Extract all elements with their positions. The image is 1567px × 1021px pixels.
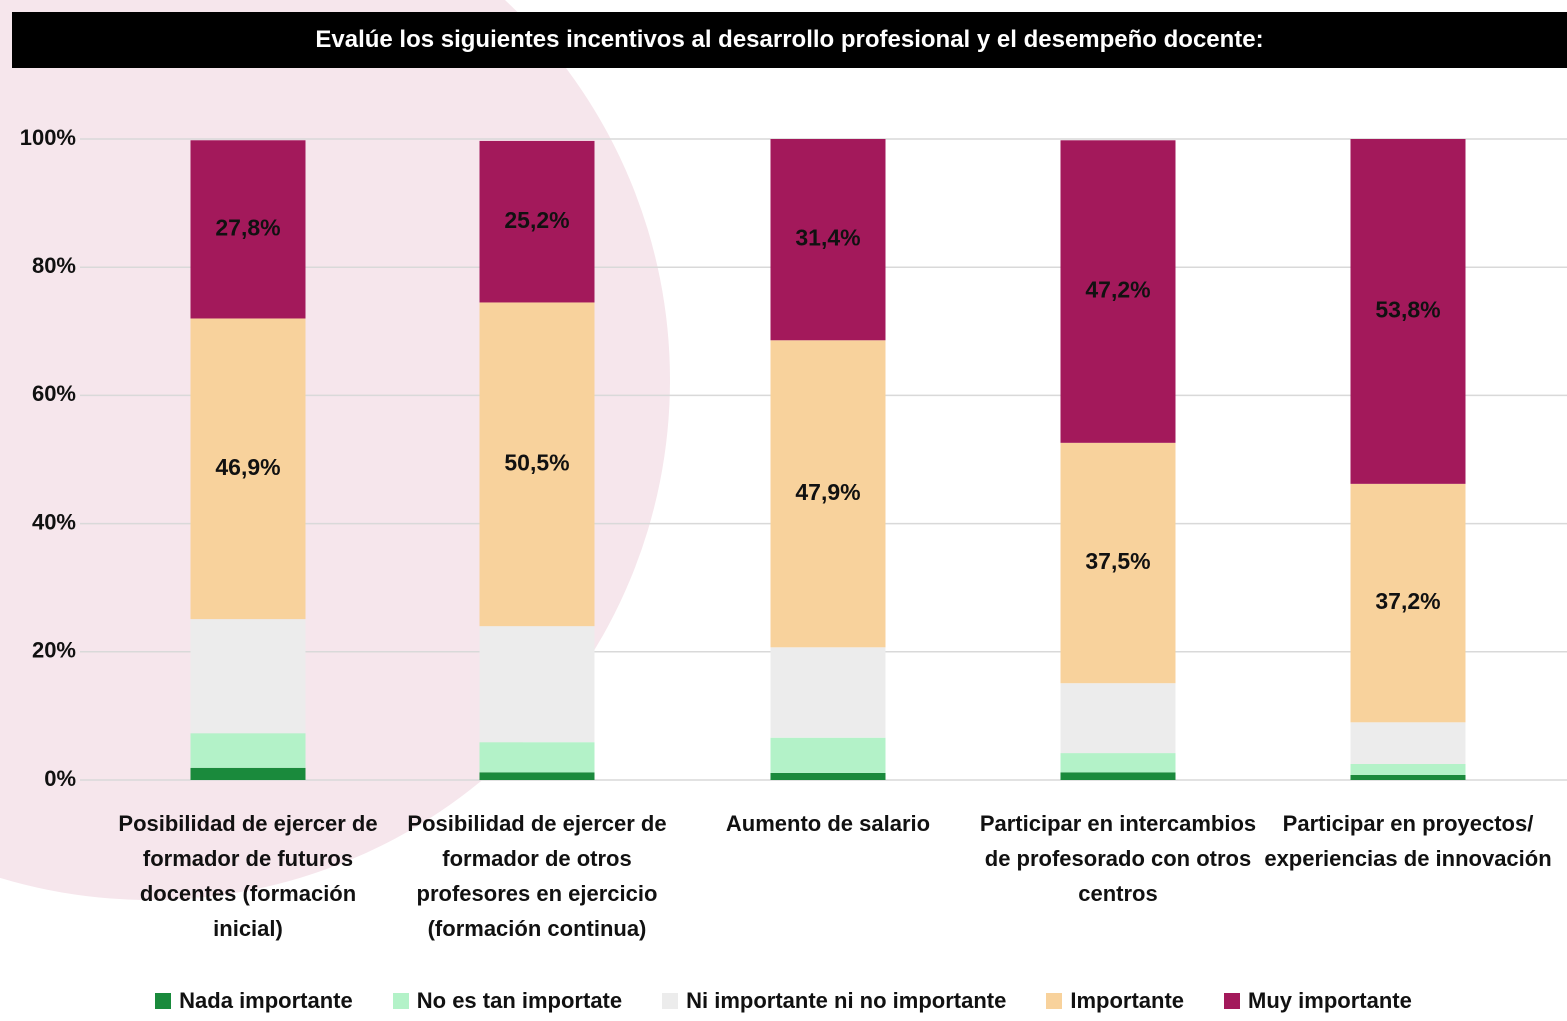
- bar-segment: [480, 772, 595, 780]
- bar-segment: [191, 768, 306, 780]
- y-tick-label: 80%: [32, 253, 76, 278]
- bar-segment: [1351, 775, 1466, 780]
- chart-title: Evalúe los siguientes incentivos al desa…: [12, 12, 1567, 68]
- value-label: 37,5%: [1085, 548, 1150, 574]
- legend-label: No es tan importate: [417, 988, 622, 1014]
- legend-item: Nada importante: [155, 988, 353, 1014]
- value-label: 53,8%: [1375, 297, 1440, 323]
- x-tick-label: Posibilidad de ejercer de formador de fu…: [103, 806, 393, 946]
- bar-segment: [480, 742, 595, 772]
- legend: Nada importante No es tan importate Ni imp…: [0, 988, 1567, 1014]
- value-label: 25,2%: [504, 207, 569, 233]
- bar-segment: [1061, 683, 1176, 753]
- legend-item: Ni importante ni no importante: [662, 988, 1006, 1014]
- value-label: 47,2%: [1085, 277, 1150, 303]
- x-tick-label: Aumento de salario: [683, 806, 973, 841]
- legend-swatch: [1046, 993, 1062, 1009]
- x-tick-label: Posibilidad de ejercer de formador de ot…: [392, 806, 682, 946]
- value-label: 50,5%: [504, 449, 569, 475]
- bar-segment: [191, 733, 306, 768]
- value-label: 47,9%: [795, 479, 860, 505]
- legend-label: Nada importante: [179, 988, 353, 1014]
- bar-segment: [1351, 722, 1466, 764]
- y-tick-label: 0%: [44, 766, 76, 791]
- legend-item: Muy importante: [1224, 988, 1412, 1014]
- bar-segment: [1351, 764, 1466, 775]
- y-tick-label: 100%: [20, 125, 76, 150]
- legend-swatch: [1224, 993, 1240, 1009]
- legend-swatch: [662, 993, 678, 1009]
- value-label: 27,8%: [215, 214, 280, 240]
- bar-segment: [771, 647, 886, 737]
- bar-segment: [1061, 753, 1176, 772]
- x-tick-label: Participar en intercambios de profesorad…: [973, 806, 1263, 911]
- legend-swatch: [393, 993, 409, 1009]
- value-label: 31,4%: [795, 225, 860, 251]
- bar-segment: [480, 626, 595, 742]
- bar-segment: [771, 773, 886, 780]
- y-tick-label: 40%: [32, 509, 76, 534]
- legend-item: No es tan importate: [393, 988, 622, 1014]
- page: {"chart_data": {"type": "stacked_bar", "…: [0, 0, 1567, 1021]
- value-label: 46,9%: [215, 454, 280, 480]
- legend-swatch: [155, 993, 171, 1009]
- bar-segment: [1061, 772, 1176, 780]
- y-tick-label: 60%: [32, 381, 76, 406]
- legend-item: Importante: [1046, 988, 1184, 1014]
- x-tick-label: Participar en proyectos/ experiencias de…: [1263, 806, 1553, 876]
- legend-label: Muy importante: [1248, 988, 1412, 1014]
- value-label: 37,2%: [1375, 588, 1440, 614]
- bar-segment: [191, 619, 306, 733]
- legend-label: Importante: [1070, 988, 1184, 1014]
- legend-label: Ni importante ni no importante: [686, 988, 1006, 1014]
- bar-segment: [771, 738, 886, 773]
- y-tick-label: 20%: [32, 638, 76, 663]
